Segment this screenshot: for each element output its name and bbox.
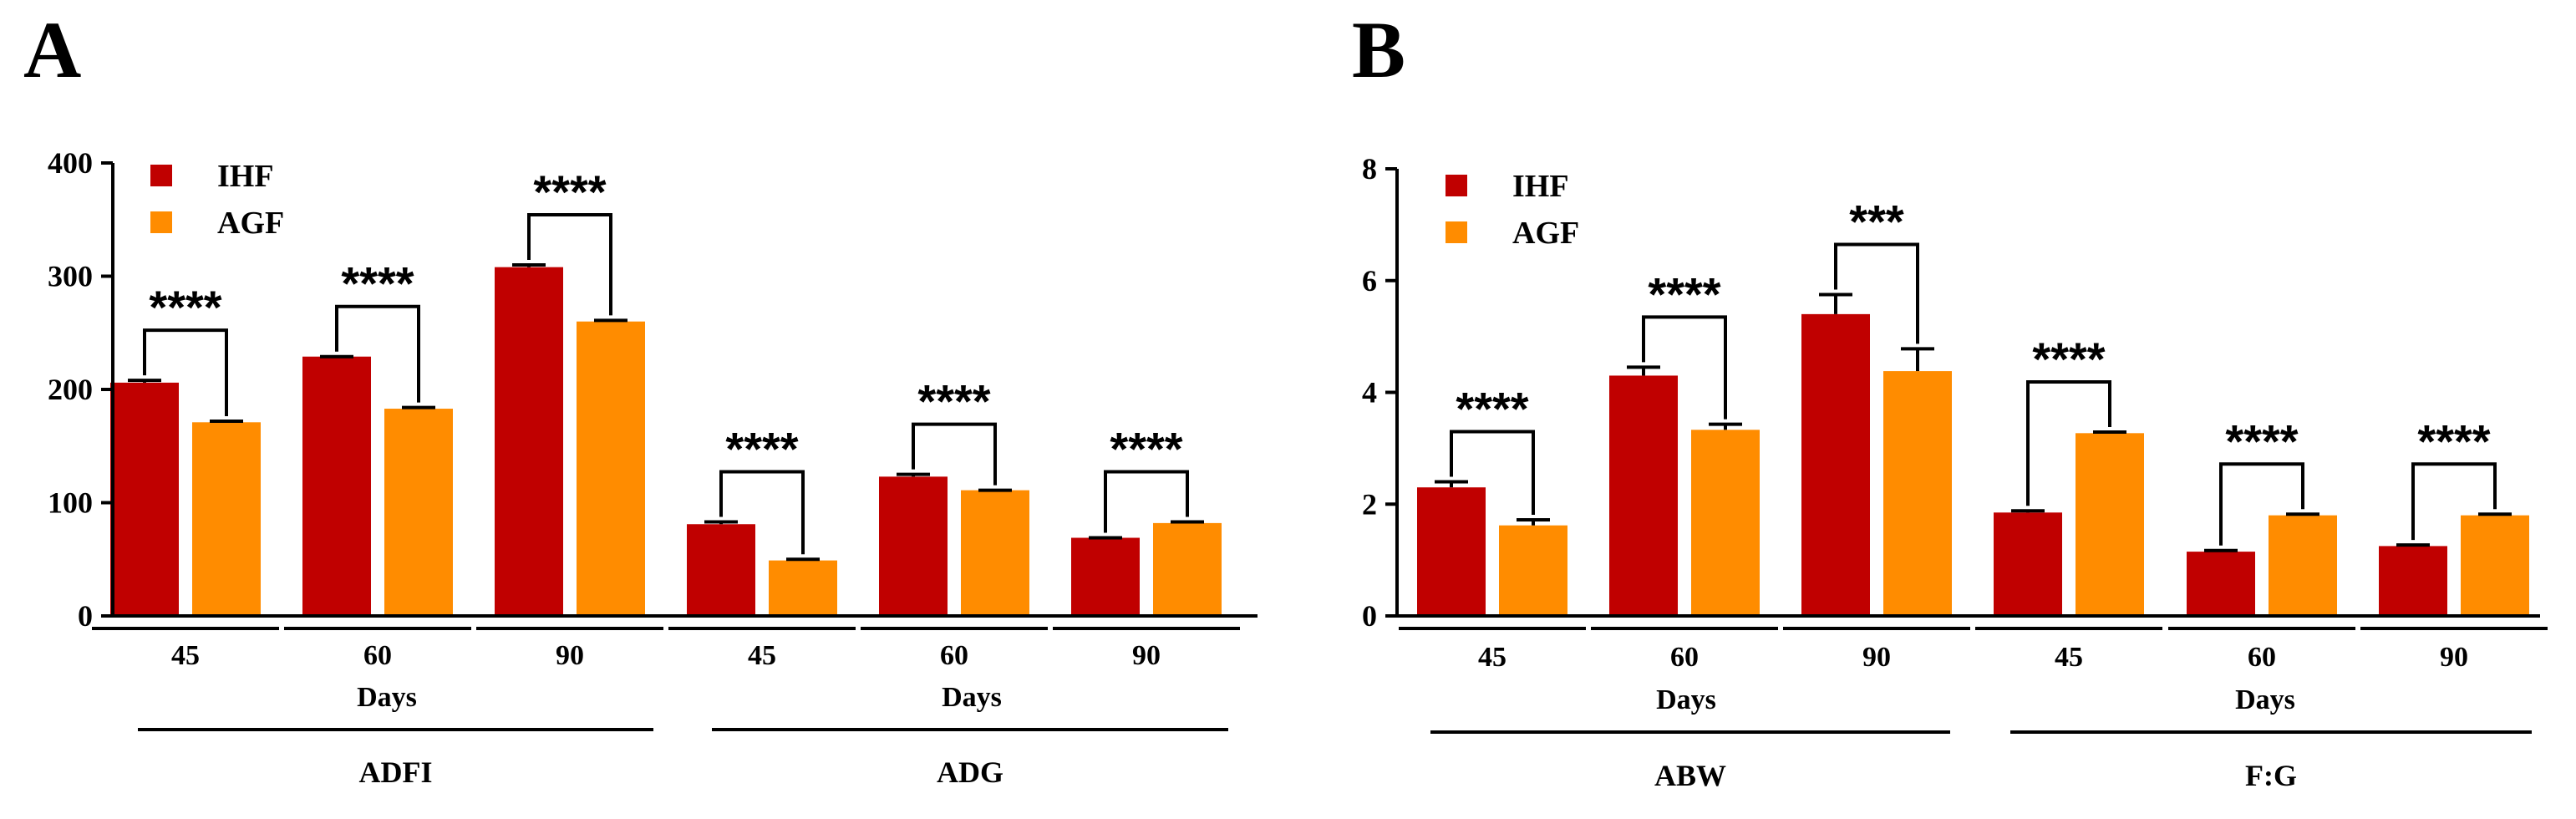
panel-letter: A [23, 5, 81, 94]
significance-bracket [1642, 315, 1727, 420]
days-label: Days [357, 682, 417, 713]
bar-ihf [1071, 537, 1140, 616]
significance-bracket [527, 212, 612, 316]
y-tick-label: 400 [48, 146, 93, 180]
bar-ihf [879, 476, 948, 616]
bar-agf [577, 321, 645, 616]
significance-bracket [1104, 470, 1189, 533]
significance-label: **** [1110, 423, 1182, 476]
bar-agf [1153, 522, 1222, 616]
bar-ihf [2379, 546, 2447, 616]
x-tick-label: 90 [1132, 640, 1161, 671]
legend-label: IHF [1512, 169, 1569, 204]
significance-label: **** [917, 375, 990, 428]
bar-agf [192, 422, 261, 616]
significance-bracket [912, 422, 997, 486]
bar-agf [1691, 430, 1760, 616]
bar-agf [961, 490, 1029, 616]
significance-bracket [2026, 379, 2111, 506]
group-label: ABW [1654, 759, 1726, 792]
legend-swatch-ihf [150, 165, 172, 186]
legend: IHF AGF [150, 159, 284, 241]
panel-b-chart: B **** 45 **** 60 *** 90 **** 45 **** 60 **** 90 0 2 4 6… [1352, 5, 2548, 792]
legend-swatch-ihf [1446, 175, 1467, 196]
significance-bracket [2411, 462, 2497, 541]
significance-bracket [1834, 242, 1919, 344]
legend-swatch-agf [1446, 221, 1467, 243]
x-tick-label: 90 [1862, 642, 1891, 673]
bar-ihf [1801, 313, 1870, 616]
x-tick-label: 90 [556, 640, 584, 671]
y-tick-label: 4 [1362, 376, 1377, 410]
days-label: Days [2235, 684, 2295, 715]
group-label: ADFI [359, 755, 433, 789]
legend-label: IHF [217, 159, 274, 194]
bar-ihf [2187, 552, 2255, 616]
panel-a-chart: A **** 45 **** 60 **** 90 **** 45 **** 60 **** 90 0 10… [23, 5, 1258, 789]
legend-swatch-agf [150, 211, 172, 233]
panel-letter: B [1352, 5, 1405, 94]
significance-label: **** [149, 281, 221, 333]
x-tick-label: 45 [171, 640, 200, 671]
bar-agf [2076, 433, 2144, 616]
legend: IHF AGF [1446, 169, 1579, 251]
group-label: ADG [937, 755, 1003, 789]
significance-label: *** [1849, 195, 1904, 247]
y-tick-label: 2 [1362, 487, 1377, 521]
legend-label: AGF [1512, 216, 1579, 251]
y-tick-label: 100 [48, 486, 93, 520]
bar-ihf [1417, 487, 1486, 616]
significance-label: **** [1648, 267, 1720, 320]
x-tick-label: 90 [2440, 642, 2468, 673]
bar-ihf [1994, 512, 2062, 616]
bar-agf [769, 560, 837, 616]
x-tick-label: 45 [748, 640, 776, 671]
significance-label: **** [2032, 333, 2105, 385]
x-tick-label: 60 [940, 640, 968, 671]
bar-ihf [495, 267, 563, 616]
bar-agf [1499, 525, 1567, 616]
bar-ihf [1609, 375, 1678, 616]
bar-ihf [110, 382, 179, 616]
group-label: F:G [2245, 759, 2297, 792]
y-tick-label: 300 [48, 260, 93, 293]
significance-label: **** [341, 257, 414, 310]
significance-bracket [335, 304, 420, 403]
significance-bracket [2219, 462, 2304, 546]
y-tick-label: 8 [1362, 152, 1377, 186]
bar-agf [1883, 371, 1952, 616]
x-tick-label: 60 [2248, 642, 2276, 673]
bar-agf [2461, 515, 2529, 616]
bar-agf [2269, 515, 2337, 616]
significance-label: **** [1456, 383, 1528, 435]
days-label: Days [942, 682, 1002, 713]
significance-label: **** [2225, 415, 2298, 467]
y-tick-label: 0 [78, 599, 93, 633]
bar-ihf [302, 356, 371, 616]
significance-label: **** [533, 165, 606, 218]
significance-label: **** [725, 423, 798, 476]
bar-agf [384, 409, 453, 616]
y-tick-label: 200 [48, 373, 93, 406]
x-tick-label: 45 [1478, 642, 1506, 673]
y-tick-label: 6 [1362, 264, 1377, 298]
significance-bracket [143, 328, 228, 416]
x-tick-label: 45 [2055, 642, 2083, 673]
x-tick-label: 60 [1670, 642, 1699, 673]
significance-label: **** [2417, 415, 2490, 467]
significance-bracket [719, 470, 805, 555]
y-tick-label: 0 [1362, 599, 1377, 633]
bar-ihf [687, 524, 755, 616]
legend-label: AGF [217, 206, 284, 241]
x-tick-label: 60 [363, 640, 392, 671]
days-label: Days [1656, 684, 1716, 715]
significance-bracket [1450, 430, 1535, 515]
